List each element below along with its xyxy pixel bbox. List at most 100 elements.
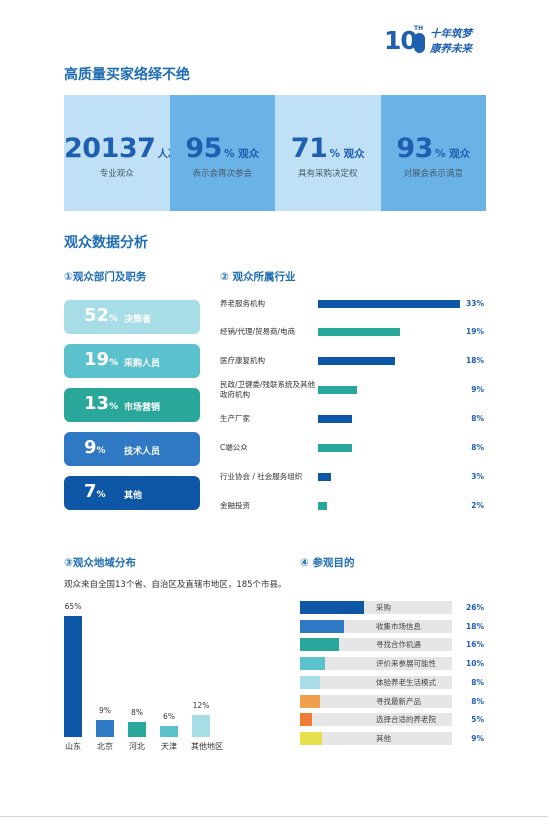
region-bar [160, 725, 178, 737]
stat-box: 93% 观众 对展会表示满意 [380, 95, 487, 211]
purpose-value: 10% [466, 659, 484, 669]
region-bar [64, 616, 82, 737]
section-title-buyers: 高质量买家络绎不绝 [64, 67, 190, 83]
stat-box: 95% 观众 表示会再次参会 [169, 95, 276, 211]
industry-bar [318, 357, 396, 365]
dept-pill-value: 9 [84, 437, 97, 458]
dept-pill-label: 技术人员 [124, 447, 161, 457]
dept-pill-label: 其他 [124, 491, 143, 501]
dept-pill: 7% 其他 [64, 476, 200, 510]
stat-unit: % 观众 [223, 148, 260, 160]
dept-pill-percent: % [96, 446, 106, 456]
industry-label: C端公众 [220, 443, 248, 452]
industry-bar [318, 415, 353, 423]
industry-label: 养老服务机构 [220, 299, 265, 308]
industry-value: 3% [471, 472, 484, 481]
industry-value: 2% [471, 501, 484, 510]
dept-pill-number: 9% [84, 437, 106, 458]
dept-pill: 9% 技术人员 [64, 432, 200, 466]
purpose-bar [300, 713, 313, 727]
logo-slogan-line2: 康养未来 [430, 43, 472, 55]
region-title: ③观众地域分布 [64, 557, 136, 569]
industry-label: 经销/代理/贸易商/电商 [220, 327, 296, 336]
industry-bar [318, 473, 331, 481]
dept-pill-value: 7 [84, 481, 97, 502]
region-description: 观众来自全国13个省、自治区及直辖市地区，185个市县。 [64, 580, 287, 590]
industry-label: 民政/卫健委/残联系统及其他政府机构 [220, 380, 316, 399]
industry-title: ② 观众所属行业 [220, 271, 296, 283]
purpose-value: 8% [471, 677, 484, 687]
logo-slogan-line1: 十年筑梦 [430, 28, 472, 40]
region-bar-label: 8% [131, 708, 143, 718]
purpose-track [300, 657, 452, 671]
industry-value: 9% [471, 385, 484, 394]
region-bar-label: 65% [64, 602, 82, 611]
stat-number: 93 [396, 133, 433, 164]
stat-box: 71% 观众具有采购决定权 [275, 95, 381, 211]
purpose-value: 18% [466, 621, 484, 631]
purpose-value: 8% [471, 696, 484, 706]
purpose-bar [300, 675, 320, 689]
stat-value: 20137 人次 [64, 133, 178, 164]
purpose-track [300, 731, 452, 745]
dept-pill-percent: % [109, 402, 119, 412]
dept-pill-percent: % [109, 314, 119, 324]
industry-label: 行业协会 / 社会服务组织 [220, 472, 303, 481]
dept-pill: 19% 采购人员 [64, 344, 200, 378]
region-category: 山东 [65, 742, 81, 751]
logo-th: TH [414, 25, 424, 32]
region-category: 天津 [161, 742, 177, 751]
stat-value: 71% 观众 [275, 133, 381, 164]
industry-bar [318, 502, 327, 510]
region-bar [96, 720, 114, 737]
dept-pill: 52% 决策者 [64, 300, 200, 334]
region-category: 北京 [97, 742, 113, 751]
region-bar-label: 6% [163, 711, 175, 721]
industry-value: 33% [466, 299, 484, 308]
region-category: 河北 [129, 742, 145, 751]
industry-bar [318, 386, 357, 394]
stat-label: 具有采购决定权 [297, 169, 358, 179]
dept-pill-value: 13 [84, 393, 110, 414]
purpose-label: 采购 [376, 603, 391, 612]
stat-box: 20137 人次 专业观众 [64, 95, 178, 211]
region-bar-label: 9% [99, 706, 111, 716]
purpose-label: 评价来参展可能性 [376, 659, 436, 669]
purpose-bar [300, 638, 340, 652]
purpose-value: 5% [471, 715, 484, 725]
purpose-label: 寻找最新产品 [376, 696, 421, 706]
dept-pill-number: 13% [84, 393, 118, 414]
purpose-bar [300, 619, 345, 633]
industry-value: 8% [471, 414, 484, 423]
purpose-track [300, 675, 452, 689]
purpose-track [300, 694, 452, 708]
purpose-title: ④ 参观目的 [300, 557, 355, 569]
logo-ten: 10 [384, 26, 418, 55]
purpose-value: 26% [466, 603, 484, 612]
region-bar [128, 722, 146, 737]
industry-label: 金融投资 [220, 501, 250, 510]
industry-value: 8% [471, 443, 484, 452]
region-category: 其他地区 [191, 742, 223, 751]
section-title-analysis: 观众数据分析 [64, 235, 148, 251]
industry-bar [318, 300, 460, 308]
stat-unit: % 观众 [434, 148, 471, 160]
dept-pill-number: 52% [84, 305, 118, 326]
stat-value: 93% 观众 [381, 133, 487, 164]
stat-number: 20137 [64, 133, 156, 164]
stats-band: 20137 人次 专业观众 95% 观众 表示会再次参会 71% 观众 具有采购决定权 93%… [64, 95, 486, 211]
dept-pill-label: 决策者 [124, 315, 152, 325]
industry-value: 18% [466, 356, 484, 365]
purpose-bar [300, 601, 364, 614]
dept-pill-label: 市场营销 [124, 403, 161, 413]
stat-number: 71 [290, 133, 328, 164]
purpose-value: 9% [471, 733, 484, 743]
purpose-bar [300, 657, 325, 671]
stat-value: 95% 观众 [170, 133, 276, 164]
industry-label: 生产厂家 [220, 414, 250, 423]
industry-value: 19% [466, 327, 484, 336]
purpose-bar [300, 731, 323, 745]
dept-pill-number: 19% [84, 349, 118, 370]
purpose-bar [300, 694, 320, 708]
dept-pill-percent: % [109, 358, 119, 368]
